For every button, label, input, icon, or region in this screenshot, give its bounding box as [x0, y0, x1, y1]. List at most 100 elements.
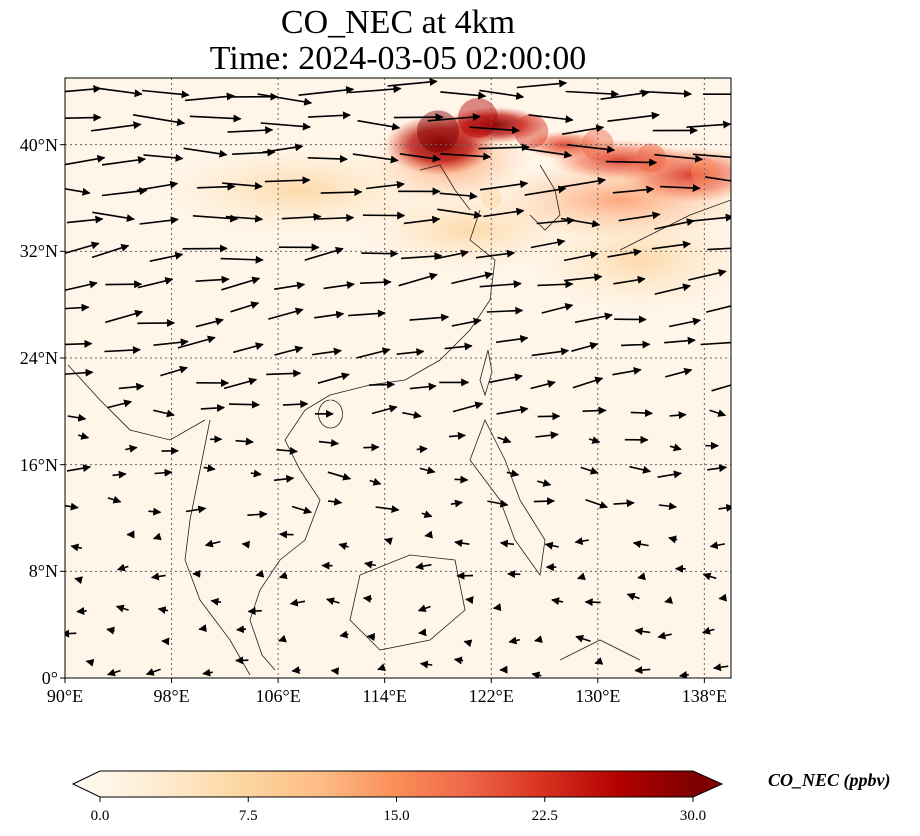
wind-arrow: [469, 126, 520, 135]
wind-arrow: [658, 502, 677, 511]
wind-arrow: [153, 338, 189, 347]
wind-arrow: [107, 495, 122, 504]
wind-arrow: [260, 122, 311, 131]
wind-arrow: [448, 431, 466, 440]
latitude-label: 40°N: [19, 134, 58, 155]
wind-arrow: [320, 188, 363, 197]
wind-arrow: [607, 248, 642, 258]
wind-arrow: [85, 658, 95, 667]
wind-arrow: [572, 376, 604, 389]
wind-arrow: [232, 148, 276, 157]
wind-arrow: [318, 438, 339, 447]
wind-arrow: [479, 89, 525, 100]
wind-arrow: [157, 606, 169, 615]
wind-arrow: [700, 338, 731, 347]
wind-arrow: [707, 247, 731, 251]
longitude-label: 106°E: [255, 686, 301, 706]
wind-arrow: [679, 670, 689, 678]
wind-arrow: [618, 211, 661, 222]
wind-arrow: [65, 280, 98, 291]
wind-arrow: [142, 89, 190, 99]
wind-arrow: [348, 309, 386, 318]
wind-arrow: [613, 275, 646, 285]
wind-arrow: [668, 317, 701, 328]
wind-arrow: [339, 630, 349, 639]
wind-arrow: [223, 377, 258, 390]
wind-arrow: [437, 208, 483, 219]
longitude-label: 130°E: [575, 686, 621, 706]
wind-arrow: [567, 144, 616, 154]
longitude-label: 90°E: [46, 686, 84, 706]
wind-arrow: [450, 499, 463, 508]
wind-arrow: [112, 470, 127, 479]
coastline-path: [249, 559, 281, 671]
wind-arrow: [116, 563, 129, 572]
wind-arrow: [495, 334, 529, 344]
wind-arrow: [90, 121, 142, 132]
wind-arrow: [585, 499, 608, 509]
wind-arrow: [152, 532, 162, 541]
wind-arrow: [316, 213, 355, 222]
wind-arrow: [278, 634, 287, 643]
wind-arrow: [396, 348, 425, 357]
wind-arrow: [630, 409, 653, 418]
concentration-field: [160, 98, 731, 310]
wind-arrow: [541, 303, 574, 314]
wind-arrow: [440, 152, 492, 161]
wind-arrow: [563, 273, 603, 282]
wind-arrow: [304, 246, 344, 261]
wind-arrow: [375, 505, 400, 514]
wind-arrow: [607, 111, 660, 122]
wind-arrow: [384, 537, 393, 546]
map-frame: [64, 77, 732, 679]
borneo-island: [349, 554, 466, 651]
wind-arrow: [654, 218, 695, 230]
wind-arrow: [709, 541, 726, 550]
wind-arrow: [664, 596, 674, 604]
wind-arrow: [65, 187, 91, 196]
wind-arrow: [419, 660, 433, 669]
wind-arrow: [311, 347, 342, 356]
map-title-line-1: CO_NEC at 4km: [280, 4, 516, 41]
wind-arrow: [235, 437, 254, 446]
wind-arrow: [402, 411, 422, 419]
wind-arrow: [440, 91, 487, 100]
colorbar-tick-label: 15.0: [383, 808, 410, 824]
wind-arrow: [487, 499, 509, 508]
wind-arrow: [222, 181, 263, 190]
wind-arrow: [274, 281, 306, 290]
wind-arrow: [115, 604, 129, 613]
wind-arrow: [530, 238, 566, 249]
wind-arrow: [453, 656, 464, 665]
wind-arrow: [393, 113, 444, 122]
wind-arrow: [632, 540, 649, 549]
colorbar-gradient: [100, 771, 693, 797]
wind-arrow: [221, 276, 261, 291]
wind-arrow: [210, 597, 222, 606]
latitude-label: 0°: [41, 668, 58, 688]
wind-arrow: [153, 409, 175, 418]
wind-arrow: [660, 183, 701, 192]
wind-arrow: [65, 241, 100, 255]
wind-arrow: [189, 114, 242, 123]
wind-vectors: [65, 78, 731, 678]
wind-arrow: [357, 119, 401, 131]
wind-arrow: [65, 113, 102, 122]
wind-arrow: [434, 249, 469, 260]
wind-arrow: [274, 345, 304, 356]
wind-arrow: [551, 597, 564, 606]
wind-arrow: [530, 380, 556, 390]
wind-arrow: [401, 252, 443, 261]
wind-arrow: [307, 154, 348, 163]
wind-arrow: [327, 497, 343, 506]
wind-arrow: [326, 597, 340, 606]
wind-arrow: [718, 503, 731, 512]
wind-arrow: [150, 572, 166, 581]
wind-arrow: [475, 249, 515, 259]
wind-arrow: [669, 443, 682, 452]
wind-arrow: [247, 510, 268, 519]
wind-arrow: [639, 89, 692, 98]
colorbar-tick-label: 22.5: [531, 808, 558, 824]
wind-arrow: [454, 539, 470, 548]
